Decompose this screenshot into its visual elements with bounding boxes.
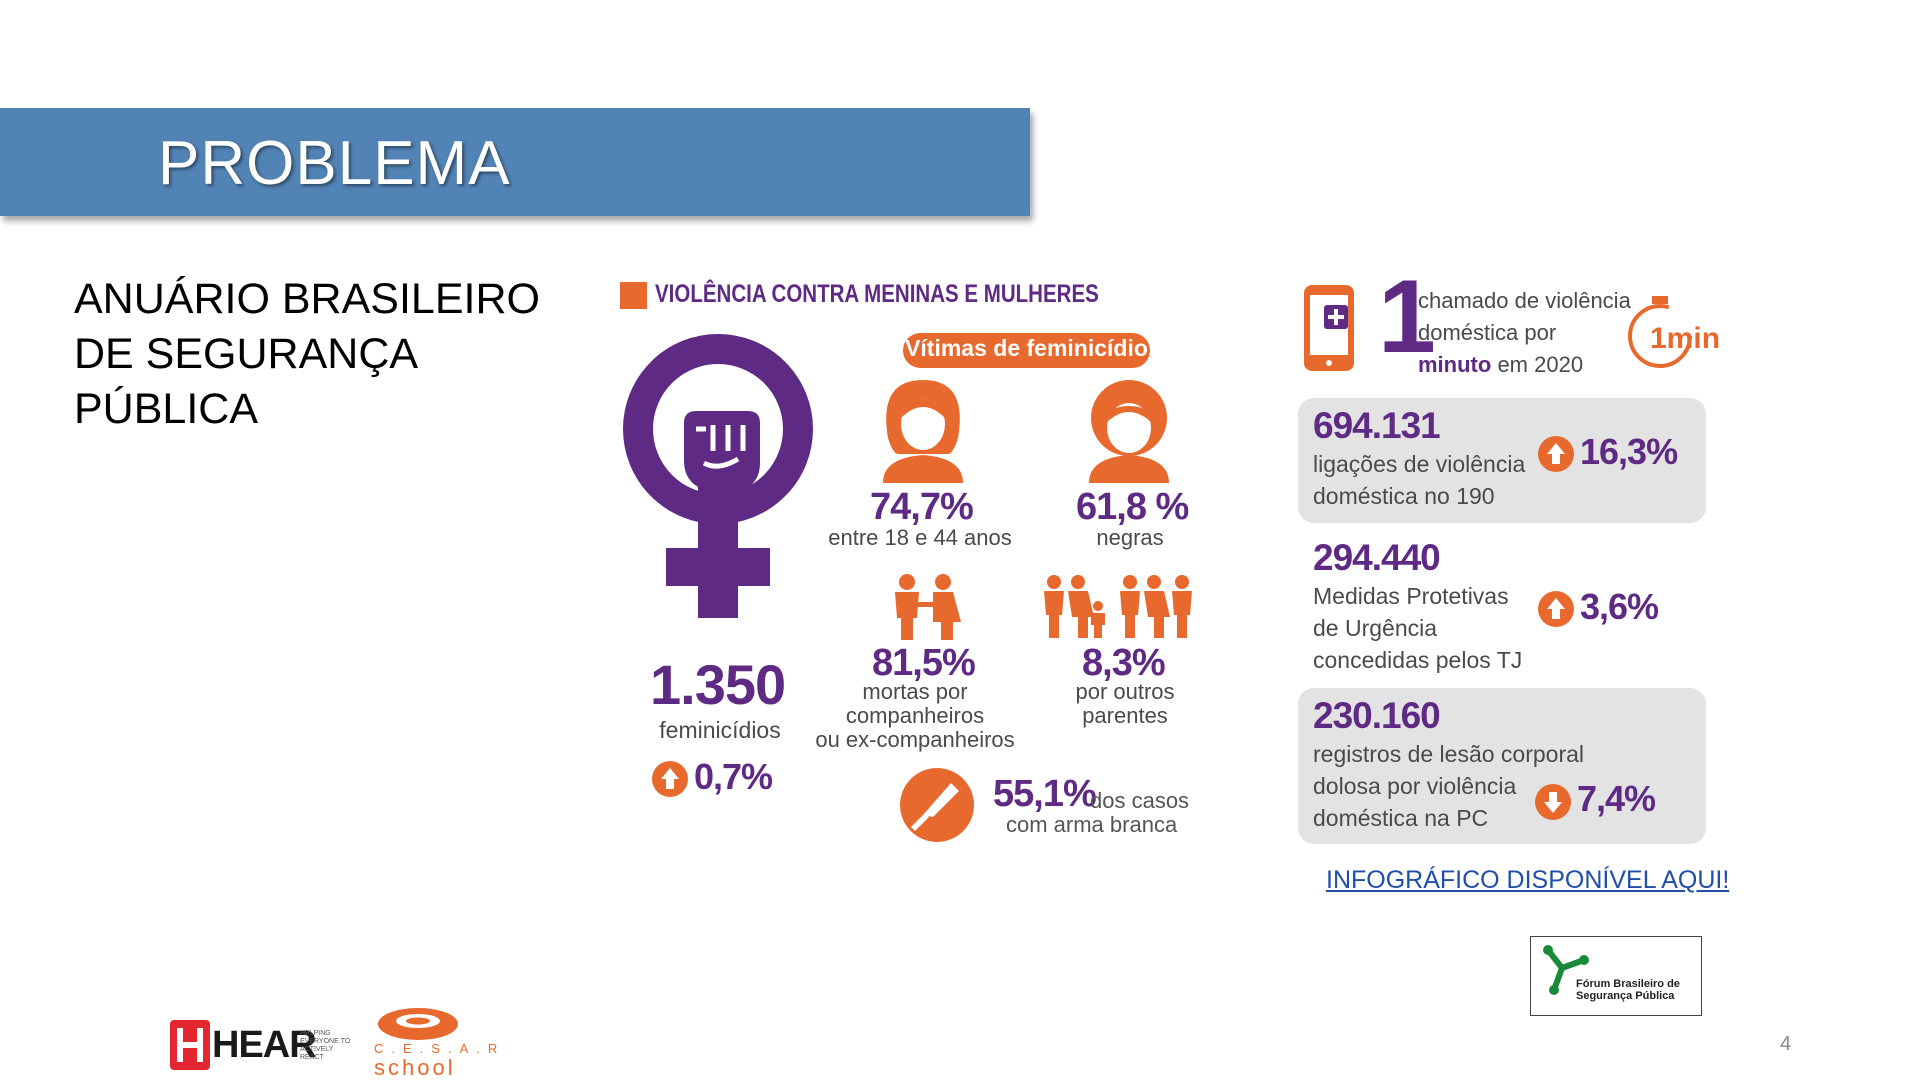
weapon-label-1: dos casos xyxy=(1090,788,1190,813)
relatives-value: 8,3% xyxy=(1082,642,1166,684)
protective-value: 294.440 xyxy=(1313,537,1441,578)
arrow-up-circle-icon xyxy=(1538,436,1574,472)
infographic-header: VIOLÊNCIA CONTRA MENINAS E MULHERES xyxy=(655,280,1099,308)
knife-icon xyxy=(900,768,974,842)
call-rate-line-3-bold: minuto xyxy=(1418,352,1492,377)
injury-label: registros de lesão corporal dolosa por v… xyxy=(1313,738,1584,834)
injury-label-line-3: doméstica na PC xyxy=(1313,805,1489,831)
title-banner xyxy=(0,108,1030,216)
female-symbol-fist-icon xyxy=(623,334,813,618)
arrow-up-circle-icon xyxy=(1538,591,1574,627)
stopwatch-label: 1min xyxy=(1650,322,1721,355)
arrow-down-circle-icon xyxy=(1535,784,1571,820)
calls-190-box xyxy=(1298,398,1706,523)
infographic-link[interactable]: INFOGRÁFICO DISPONÍVEL AQUI! xyxy=(1326,866,1730,894)
calls-190-change: 16,3% xyxy=(1580,431,1678,472)
femicides-change: 0,7% xyxy=(694,756,773,797)
calls-190-value: 694.131 xyxy=(1313,405,1441,446)
fbsp-molecule-icon xyxy=(1543,945,1589,995)
hear-tagline: HELPING EVERYONE TO ACTIVELY REACT xyxy=(300,1030,350,1062)
injury-box xyxy=(1298,688,1706,844)
header-square-icon xyxy=(620,282,647,309)
arrow-up-circle-icon xyxy=(652,761,688,797)
injury-label-line-2: dolosa por violência xyxy=(1313,773,1517,799)
school-text: school xyxy=(374,1055,456,1080)
calls-190-label: ligações de violência doméstica no 190 xyxy=(1313,448,1525,512)
protective-label-line-3: concedidas pelos TJ xyxy=(1313,647,1523,673)
family-icon xyxy=(1044,575,1192,638)
partners-label-line-2: companheiros xyxy=(845,703,985,728)
injury-value: 230.160 xyxy=(1313,695,1441,736)
protective-label: Medidas Protetivas de Urgência concedida… xyxy=(1313,580,1522,676)
hear-tagline-2: EVERYONE TO xyxy=(300,1038,351,1045)
phone-icon xyxy=(1304,285,1354,371)
partners-value: 81,5% xyxy=(872,642,976,684)
fbsp-line-2: Segurança Pública xyxy=(1576,990,1675,1002)
relatives-label-line-2: parentes xyxy=(1082,703,1168,728)
partners-label-line-3: ou ex-companheiros xyxy=(815,727,1015,752)
subtitle-line-2: DE SEGURANÇA xyxy=(74,330,419,378)
black-woman-icon xyxy=(1089,380,1169,483)
hear-logo-text: HEAR xyxy=(212,1024,317,1066)
subtitle-line-1: ANUÁRIO BRASILEIRO xyxy=(74,275,540,323)
victims-pill xyxy=(903,333,1150,368)
race-label: negras xyxy=(1096,525,1164,550)
fbsp-line-1: Fórum Brasileiro de xyxy=(1576,978,1680,990)
femicides-value: 1.350 xyxy=(650,653,786,716)
call-rate-line-1: chamado de violência xyxy=(1418,288,1631,313)
calls-190-label-line-1: ligações de violência xyxy=(1313,451,1526,477)
fbsp-text: Fórum Brasileiro de Segurança Pública xyxy=(1576,978,1680,1002)
couple-icon xyxy=(895,574,961,640)
weapon-label-2: com arma branca xyxy=(1006,812,1178,837)
hear-tagline-3: ACTIVELY xyxy=(300,1046,334,1053)
relatives-label-line-1: por outros xyxy=(1075,679,1175,704)
page-number: 4 xyxy=(1780,1033,1792,1055)
slide-title: PROBLEMA xyxy=(158,129,511,198)
hear-tagline-4: REACT xyxy=(300,1054,324,1061)
injury-label-line-1: registros de lesão corporal xyxy=(1313,741,1585,767)
call-rate-text: chamado de violência doméstica por minut… xyxy=(1418,285,1631,381)
victims-pill-label: Vítimas de feminicídio xyxy=(905,335,1148,361)
age-label: entre 18 e 44 anos xyxy=(828,525,1012,550)
subtitle-line-3: PÚBLICA xyxy=(74,385,259,433)
stopwatch-icon xyxy=(1628,296,1692,368)
hear-tagline-1: HELPING xyxy=(300,1030,331,1037)
protective-change: 3,6% xyxy=(1580,586,1659,627)
race-value: 61,8 % xyxy=(1076,486,1189,528)
cesar-logo-icon xyxy=(378,1008,458,1040)
relatives-label: por outros parentes xyxy=(1040,680,1210,728)
injury-change: 7,4% xyxy=(1577,778,1656,819)
cesar-text: C.E.S.A.R xyxy=(374,1041,506,1056)
call-rate-line-3-rest: em 2020 xyxy=(1491,352,1584,377)
protective-label-line-1: Medidas Protetivas xyxy=(1313,583,1509,609)
partners-label: mortas por companheiros ou ex-companheir… xyxy=(810,680,1020,752)
protective-label-line-2: de Urgência xyxy=(1313,615,1438,641)
weapon-value: 55,1% xyxy=(993,773,1097,815)
woman-icon xyxy=(883,380,963,483)
call-rate-line-3: minuto em 2020 xyxy=(1418,349,1631,381)
slide-subtitle: ANUÁRIO BRASILEIRO DE SEGURANÇA PÚBLICA xyxy=(74,272,554,437)
partners-label-line-1: mortas por xyxy=(862,679,968,704)
hear-h-icon xyxy=(170,1020,210,1070)
calls-190-label-line-2: doméstica no 190 xyxy=(1313,483,1495,509)
femicides-label: feminicídios xyxy=(659,717,781,743)
call-rate-number: 1 xyxy=(1378,259,1436,375)
call-rate-line-2: doméstica por xyxy=(1418,320,1557,345)
age-value: 74,7% xyxy=(870,486,974,528)
